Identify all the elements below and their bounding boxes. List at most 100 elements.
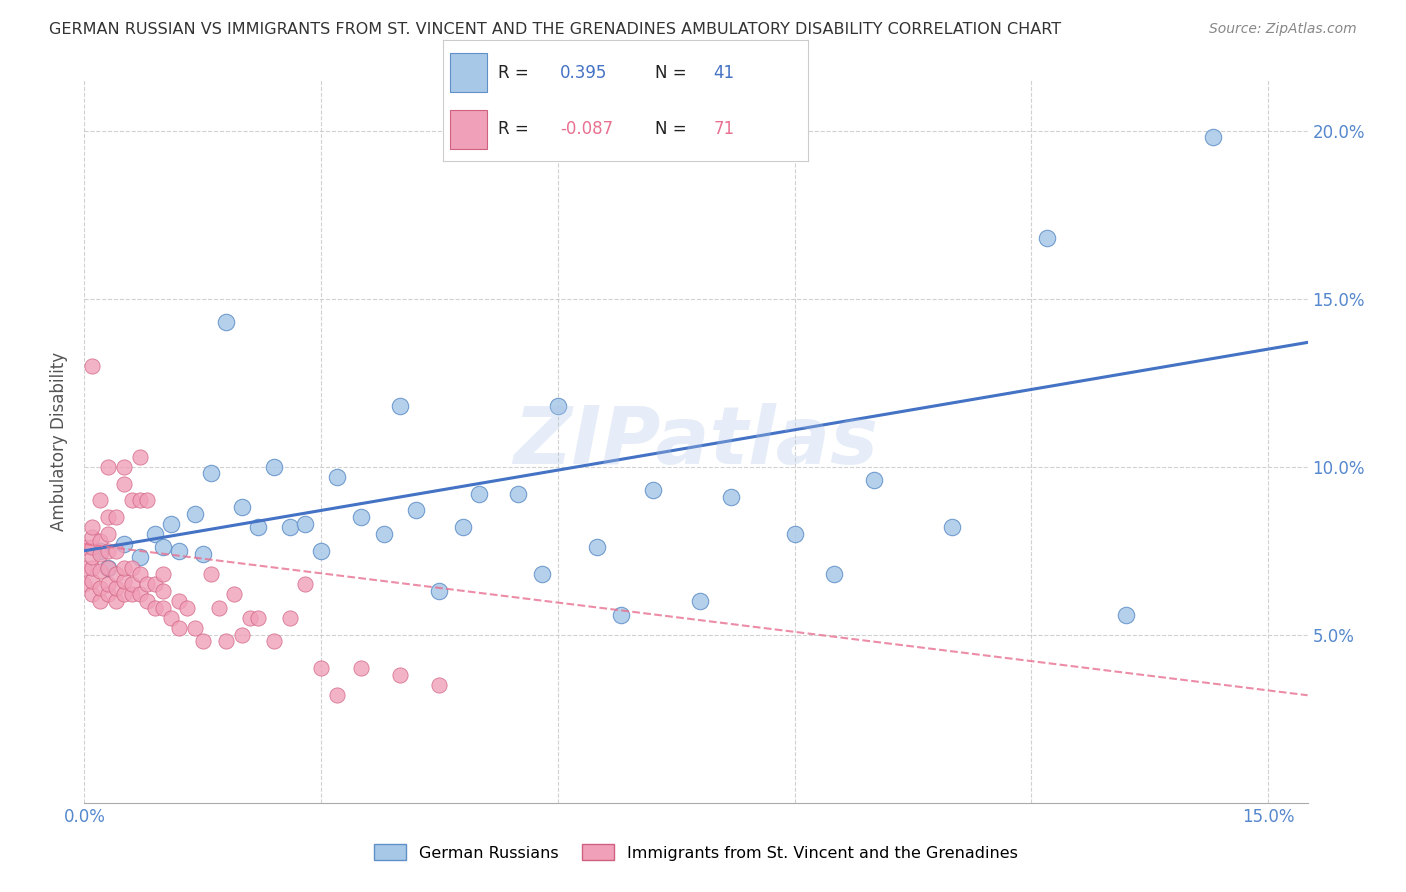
Point <box>215 315 238 329</box>
Point <box>862 473 884 487</box>
Point <box>508 486 530 500</box>
Point <box>1036 231 1059 245</box>
Point <box>326 470 349 484</box>
Point <box>152 600 174 615</box>
Point <box>89 547 111 561</box>
Point <box>167 543 190 558</box>
Point <box>309 543 332 558</box>
Point <box>823 567 845 582</box>
Point <box>97 543 120 558</box>
Point <box>145 577 167 591</box>
Point <box>82 530 104 544</box>
Point <box>136 577 159 591</box>
Point <box>121 560 143 574</box>
Point <box>112 560 135 574</box>
Y-axis label: Ambulatory Disability: Ambulatory Disability <box>51 352 69 531</box>
Legend: German Russians, Immigrants from St. Vincent and the Grenadines: German Russians, Immigrants from St. Vin… <box>367 838 1025 867</box>
Point <box>373 527 395 541</box>
Point <box>121 587 143 601</box>
Point <box>349 661 371 675</box>
Point <box>239 611 262 625</box>
Text: GERMAN RUSSIAN VS IMMIGRANTS FROM ST. VINCENT AND THE GRENADINES AMBULATORY DISA: GERMAN RUSSIAN VS IMMIGRANTS FROM ST. VI… <box>49 22 1062 37</box>
Point <box>104 510 127 524</box>
Point <box>82 560 104 574</box>
Point <box>89 594 111 608</box>
Point <box>104 594 127 608</box>
Point <box>429 678 451 692</box>
Point <box>1115 607 1137 622</box>
Point <box>231 500 253 514</box>
Point <box>531 567 554 582</box>
Point <box>547 399 569 413</box>
Point <box>82 550 104 565</box>
Point <box>89 581 111 595</box>
Point <box>112 476 135 491</box>
Text: N =: N = <box>655 120 686 138</box>
Point <box>89 543 111 558</box>
Point <box>224 587 246 601</box>
Point <box>97 587 120 601</box>
Point <box>278 611 301 625</box>
Point <box>278 520 301 534</box>
Point <box>112 587 135 601</box>
Text: R =: R = <box>498 120 529 138</box>
Point <box>160 516 183 531</box>
Point <box>152 567 174 582</box>
Point <box>128 493 150 508</box>
Point <box>405 503 427 517</box>
Point <box>97 510 120 524</box>
FancyBboxPatch shape <box>450 110 486 149</box>
Point <box>82 520 104 534</box>
Point <box>112 459 135 474</box>
Point <box>309 661 332 675</box>
Point <box>73 541 96 555</box>
Point <box>82 587 104 601</box>
Point <box>586 541 609 555</box>
Point <box>89 533 111 548</box>
Point <box>128 550 150 565</box>
Point <box>176 600 198 615</box>
Point <box>689 594 711 608</box>
Point <box>104 543 127 558</box>
Point <box>128 567 150 582</box>
Text: 41: 41 <box>713 63 734 82</box>
Point <box>167 621 190 635</box>
Point <box>783 527 806 541</box>
Point <box>145 527 167 541</box>
Point <box>294 516 316 531</box>
Point <box>97 560 120 574</box>
Point <box>429 584 451 599</box>
Text: 0.395: 0.395 <box>560 63 607 82</box>
Text: ZIPatlas: ZIPatlas <box>513 402 879 481</box>
Point <box>89 493 111 508</box>
Point <box>152 584 174 599</box>
Point <box>389 668 412 682</box>
Point <box>294 577 316 591</box>
Point <box>167 594 190 608</box>
Point <box>97 560 120 574</box>
FancyBboxPatch shape <box>450 54 486 92</box>
Point <box>97 527 120 541</box>
Point <box>73 577 96 591</box>
Point <box>451 520 474 534</box>
Point <box>145 600 167 615</box>
Point <box>191 634 214 648</box>
Point <box>468 486 491 500</box>
Point <box>191 547 214 561</box>
Text: 71: 71 <box>713 120 734 138</box>
Point <box>184 507 207 521</box>
Point <box>73 560 96 574</box>
Point <box>720 490 742 504</box>
Point <box>152 541 174 555</box>
Point <box>1202 130 1225 145</box>
Point <box>97 577 120 591</box>
Point <box>82 574 104 588</box>
Point <box>326 688 349 702</box>
Point <box>112 574 135 588</box>
Point <box>246 611 269 625</box>
Point <box>82 359 104 373</box>
Point <box>246 520 269 534</box>
Point <box>128 450 150 464</box>
Text: R =: R = <box>498 63 529 82</box>
Text: -0.087: -0.087 <box>560 120 613 138</box>
